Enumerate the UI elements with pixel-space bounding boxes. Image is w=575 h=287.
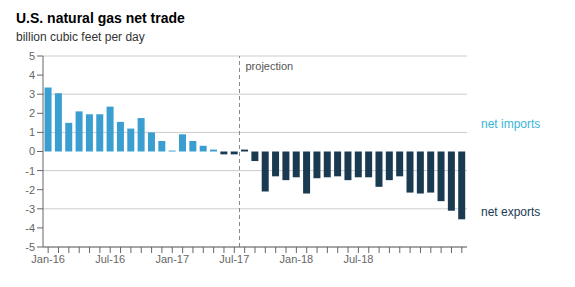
svg-text:Jan-17: Jan-17 <box>155 253 189 265</box>
svg-text:Jul-18: Jul-18 <box>343 253 373 265</box>
svg-text:Jan-18: Jan-18 <box>280 253 314 265</box>
svg-text:5: 5 <box>29 50 35 62</box>
svg-text:3: 3 <box>29 88 35 100</box>
svg-text:1: 1 <box>29 126 35 138</box>
svg-text:Jul-17: Jul-17 <box>219 253 249 265</box>
html-text:net imports: net imports <box>481 117 541 132</box>
svg-text:projection: projection <box>245 60 293 72</box>
svg-text:Jul-16: Jul-16 <box>95 253 125 265</box>
svg-text:4: 4 <box>29 69 35 81</box>
svg-text:-4: -4 <box>25 222 35 234</box>
html-text:U.S. natural gas net trade: U.S. natural gas net trade <box>16 10 185 26</box>
svg-text:-2: -2 <box>25 184 35 196</box>
svg-text:Jan-16: Jan-16 <box>31 253 65 265</box>
svg-text:-3: -3 <box>25 203 35 215</box>
svg-text:0: 0 <box>29 145 35 157</box>
svg-text:2: 2 <box>29 107 35 119</box>
svg-text:-1: -1 <box>25 165 35 177</box>
html-text:billion cubic feet per day: billion cubic feet per day <box>16 30 145 44</box>
html-text:net exports: net exports <box>481 205 541 220</box>
svg-text:-5: -5 <box>25 241 35 253</box>
